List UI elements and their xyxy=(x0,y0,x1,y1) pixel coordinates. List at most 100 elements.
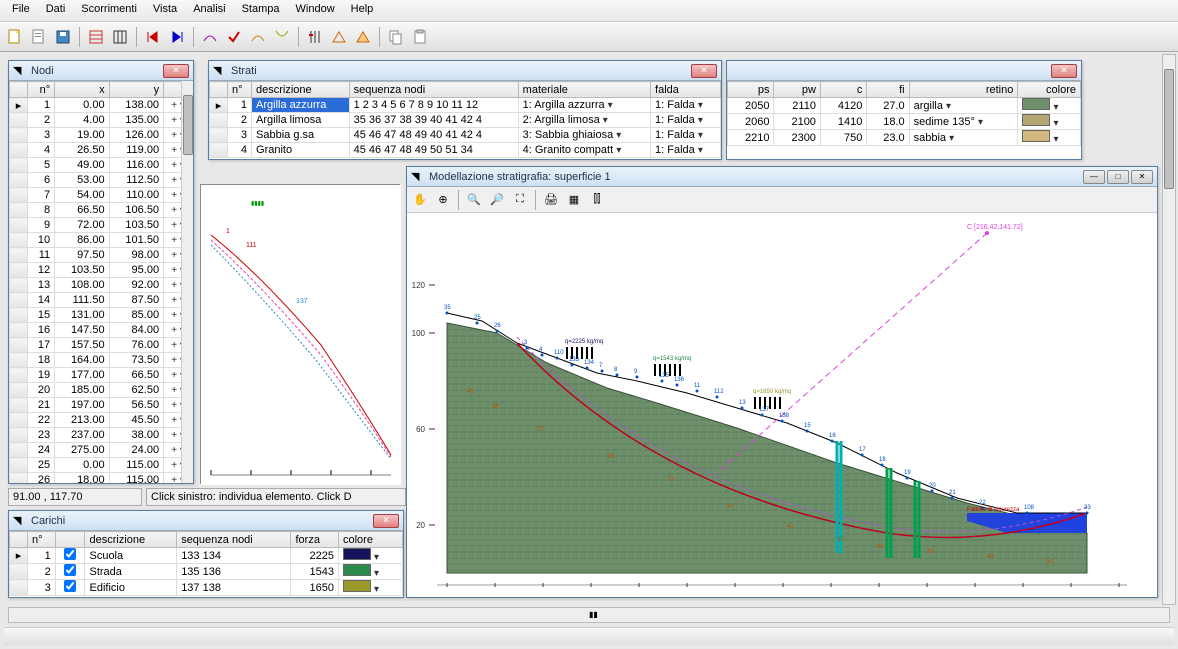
menu-stampa[interactable]: Stampa xyxy=(234,0,288,21)
nodi-close-button[interactable]: ✕ xyxy=(163,64,189,78)
strati-row[interactable]: ▸1Argilla azzurra1 2 3 4 5 6 7 8 9 10 11… xyxy=(210,98,721,113)
layers-icon[interactable]: ▦ xyxy=(563,189,585,211)
carichi-row[interactable]: 3Edificio137 1381650 ▾ xyxy=(10,580,403,596)
zoom-target-icon[interactable]: ⊕ xyxy=(432,189,454,211)
nodi-row[interactable]: 14111.5087.50+ ▾ xyxy=(10,293,193,308)
menu-vista[interactable]: Vista xyxy=(145,0,185,21)
materiali-close-button[interactable]: ✕ xyxy=(1051,64,1077,78)
tb-paste-icon[interactable] xyxy=(409,26,431,48)
h-scrollbar[interactable]: ▮▮ xyxy=(8,607,1170,623)
nodi-row[interactable]: ▸10.00138.00+ ▾ xyxy=(10,98,193,113)
nodi-row[interactable]: 22213.0045.50+ ▾ xyxy=(10,413,193,428)
modello-title: Modellazione stratigrafia: superficie 1 xyxy=(429,171,1081,183)
svg-text:111: 111 xyxy=(246,242,257,249)
nodi-row[interactable]: 2618.00115.00+ ▾ xyxy=(10,473,193,484)
carichi-row[interactable]: ▸1Scuola133 1342225 ▾ xyxy=(10,548,403,564)
tb-copy-icon[interactable] xyxy=(385,26,407,48)
nodi-row[interactable]: 549.00116.00+ ▾ xyxy=(10,158,193,173)
nodi-row[interactable]: 21197.0056.50+ ▾ xyxy=(10,398,193,413)
canvas-toolbar: ✋ ⊕ 🔍 🔎 ⛶ 🖨 ▦ ⫿⫿ xyxy=(407,187,1157,213)
svg-text:18: 18 xyxy=(879,457,886,463)
svg-text:17: 17 xyxy=(859,447,866,453)
carichi-row[interactable]: 2Strada135 1361543 ▾ xyxy=(10,564,403,580)
tb-last-icon[interactable] xyxy=(166,26,188,48)
canvas-body[interactable]: 2060100120+C [216.42,141.72]q=2225 kg/mq… xyxy=(407,213,1157,597)
modello-panel: ◥ Modellazione stratigrafia: superficie … xyxy=(406,166,1158,598)
tb-open-icon[interactable] xyxy=(28,26,50,48)
menu-file[interactable]: File xyxy=(4,0,38,21)
hand-icon[interactable]: ✋ xyxy=(409,189,431,211)
carichi-close-button[interactable]: ✕ xyxy=(373,514,399,528)
svg-text:20: 20 xyxy=(416,521,425,530)
nodi-row[interactable]: 250.00115.00+ ▾ xyxy=(10,458,193,473)
modello-min-button[interactable]: — xyxy=(1083,170,1105,184)
tb-grid1-icon[interactable] xyxy=(85,26,107,48)
menu-dati[interactable]: Dati xyxy=(38,0,74,21)
svg-text:16: 16 xyxy=(829,433,836,439)
zoom-fit-icon[interactable]: ⛶ xyxy=(509,189,531,211)
carichi-checkbox[interactable] xyxy=(64,580,76,592)
tb-curve1-icon[interactable] xyxy=(199,26,221,48)
nodi-row[interactable]: 24.00135.00+ ▾ xyxy=(10,113,193,128)
nodi-row[interactable]: 319.00126.00+ ▾ xyxy=(10,128,193,143)
carichi-checkbox[interactable] xyxy=(64,564,76,576)
menu-help[interactable]: Help xyxy=(343,0,382,21)
nodi-row[interactable]: 972.00103.50+ ▾ xyxy=(10,218,193,233)
materiali-row[interactable]: 20602100141018.0sedime 135° ▾ ▾ xyxy=(728,114,1081,130)
nodi-row[interactable]: 15131.0085.00+ ▾ xyxy=(10,308,193,323)
tb-sliders1-icon[interactable] xyxy=(304,26,326,48)
svg-text:41: 41 xyxy=(787,524,794,530)
nodi-row[interactable]: 1086.00101.50+ ▾ xyxy=(10,233,193,248)
tb-save-icon[interactable] xyxy=(52,26,74,48)
svg-text:51: 51 xyxy=(1047,559,1054,565)
tb-sliders2-icon[interactable] xyxy=(328,26,350,48)
menu-window[interactable]: Window xyxy=(288,0,343,21)
tb-curve3-icon[interactable] xyxy=(271,26,293,48)
strati-close-button[interactable]: ✕ xyxy=(691,64,717,78)
tb-curve2-icon[interactable] xyxy=(247,26,269,48)
modello-close-button[interactable]: ✕ xyxy=(1131,170,1153,184)
modello-max-button[interactable]: □ xyxy=(1107,170,1129,184)
materiali-row[interactable]: 2210230075023.0sabbia ▾ ▾ xyxy=(728,130,1081,146)
svg-text:100: 100 xyxy=(412,329,426,338)
svg-text:137: 137 xyxy=(759,407,770,413)
svg-text:137: 137 xyxy=(296,298,308,305)
zoom-area-icon[interactable]: 🔍 xyxy=(463,189,485,211)
tb-new-icon[interactable] xyxy=(4,26,26,48)
zoom-out-icon[interactable]: 🔎 xyxy=(486,189,508,211)
tb-first-icon[interactable] xyxy=(142,26,164,48)
tb-check-icon[interactable] xyxy=(223,26,245,48)
svg-text:q=2225 kg/mq: q=2225 kg/mq xyxy=(565,339,603,345)
menu-analisi[interactable]: Analisi xyxy=(185,0,233,21)
strati-row[interactable]: 4Granito45 46 47 48 49 50 51 344: Granit… xyxy=(210,143,721,158)
nodi-row[interactable]: 19177.0066.50+ ▾ xyxy=(10,368,193,383)
nodi-row[interactable]: 12103.5095.00+ ▾ xyxy=(10,263,193,278)
nodi-row[interactable]: 18164.0073.50+ ▾ xyxy=(10,353,193,368)
nodi-row[interactable]: 16147.5084.00+ ▾ xyxy=(10,323,193,338)
materiali-row[interactable]: 20502110412027.0argilla ▾ ▾ xyxy=(728,98,1081,114)
nodi-row[interactable]: 1197.5098.00+ ▾ xyxy=(10,248,193,263)
settings-icon[interactable]: ⫿⫿ xyxy=(586,189,608,211)
strati-row[interactable]: 3Sabbia g.sa45 46 47 48 49 40 41 42 43: … xyxy=(210,128,721,143)
nodi-row[interactable]: 754.00110.00+ ▾ xyxy=(10,188,193,203)
svg-text:37: 37 xyxy=(537,427,544,433)
nodi-row[interactable]: 653.00112.50+ ▾ xyxy=(10,173,193,188)
tb-sliders3-icon[interactable] xyxy=(352,26,374,48)
strati-row[interactable]: 2Argilla limosa35 36 37 38 39 40 41 42 4… xyxy=(210,113,721,128)
nodi-row[interactable]: 24275.0024.00+ ▾ xyxy=(10,443,193,458)
nodi-row[interactable]: 17157.5076.00+ ▾ xyxy=(10,338,193,353)
nodi-row[interactable]: 23237.0038.00+ ▾ xyxy=(10,428,193,443)
nodi-row[interactable]: 866.50106.50+ ▾ xyxy=(10,203,193,218)
nodi-scrollbar[interactable] xyxy=(181,81,193,483)
strati-title: Strati xyxy=(231,65,691,77)
nodi-row[interactable]: 13108.0092.00+ ▾ xyxy=(10,278,193,293)
svg-text:43: 43 xyxy=(927,549,934,555)
svg-text:45: 45 xyxy=(467,389,474,395)
nodi-row[interactable]: 426.50119.00+ ▾ xyxy=(10,143,193,158)
menu-scorrimenti[interactable]: Scorrimenti xyxy=(73,0,145,21)
nodi-row[interactable]: 20185.0062.50+ ▾ xyxy=(10,383,193,398)
print-icon[interactable]: 🖨 xyxy=(540,189,562,211)
tb-grid2-icon[interactable] xyxy=(109,26,131,48)
v-scrollbar[interactable] xyxy=(1162,54,1176,605)
carichi-checkbox[interactable] xyxy=(64,548,76,560)
